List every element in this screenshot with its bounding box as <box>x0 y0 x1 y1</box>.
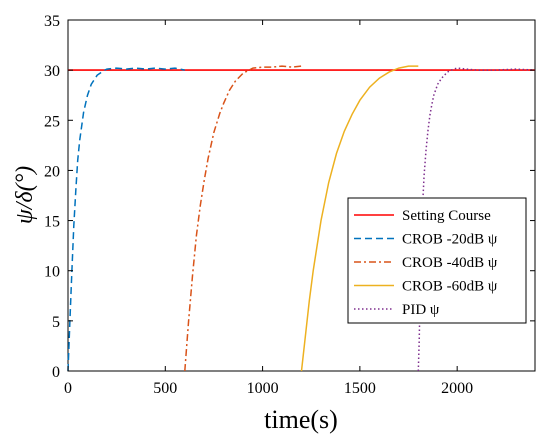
legend-entry-4: PID ψ <box>402 302 440 318</box>
y-tick-label-0: 0 <box>52 364 60 381</box>
x-axis-label: time(s) <box>264 405 338 434</box>
legend-entry-1: CROB -20dB ψ <box>402 232 498 248</box>
series-line-1 <box>67 67 185 372</box>
y-tick-label-4: 20 <box>44 163 60 180</box>
y-tick-label-7: 35 <box>44 13 60 30</box>
y-tick-label-3: 15 <box>44 214 60 231</box>
y-tick-label-1: 5 <box>52 314 60 331</box>
y-tick-label-6: 30 <box>44 63 60 80</box>
y-tick-label-2: 10 <box>44 264 60 281</box>
legend: Setting Course CROB -20dB ψ CROB -40dB ψ CR… <box>347 197 527 324</box>
y-axis-label: ψ/δ(°) <box>12 166 38 224</box>
x-tick-label-3: 1500 <box>344 380 376 397</box>
x-tick-label-4: 2000 <box>441 380 473 397</box>
series-line-3 <box>300 65 419 372</box>
series-line-4 <box>417 67 536 372</box>
tick-layer: 0 500 1000 1500 2000 0 5 10 15 20 25 30 35 <box>44 13 535 397</box>
y-tick-label-5: 25 <box>44 113 60 130</box>
legend-entry-0: Setting Course <box>402 208 491 224</box>
series-line-2 <box>184 65 302 372</box>
legend-entry-3: CROB -60dB ψ <box>402 279 498 295</box>
legend-entry-2: CROB -40dB ψ <box>402 255 498 271</box>
series-layer <box>67 65 536 372</box>
x-tick-label-1: 500 <box>153 380 177 397</box>
legend-box <box>347 197 527 324</box>
x-tick-label-0: 0 <box>64 380 72 397</box>
x-tick-label-2: 1000 <box>247 380 279 397</box>
